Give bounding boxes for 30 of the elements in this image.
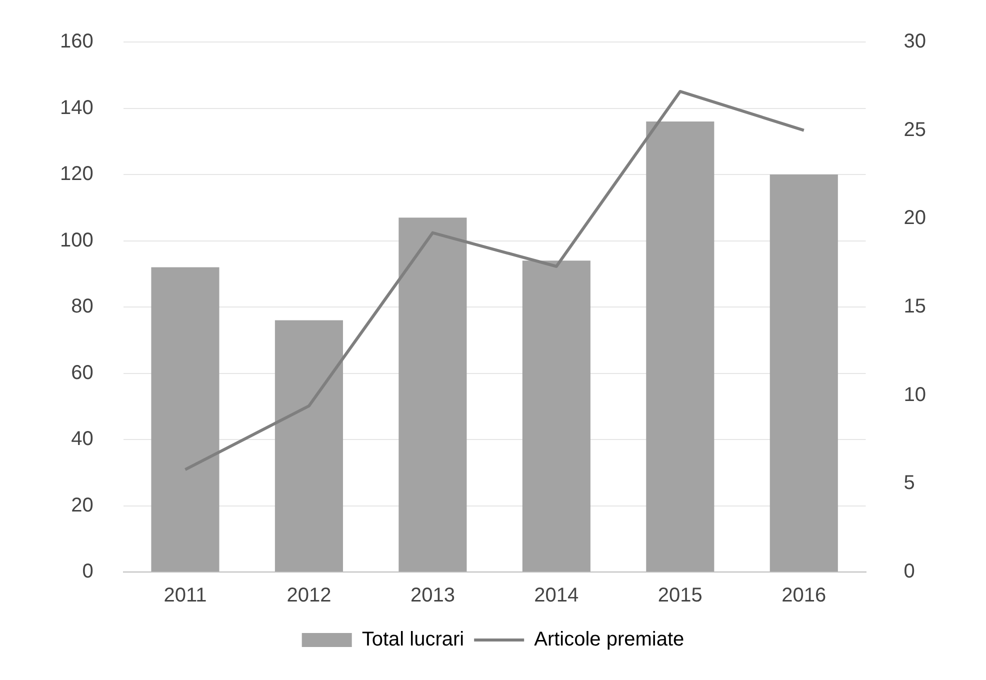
bar bbox=[770, 174, 838, 572]
bar bbox=[522, 260, 590, 572]
x-tick-label: 2016 bbox=[782, 584, 826, 607]
y2-tick-label: 25 bbox=[904, 118, 926, 141]
y-tick-label: 80 bbox=[71, 296, 94, 318]
y2-tick-label: 30 bbox=[904, 30, 926, 53]
x-tick-label: 2012 bbox=[286, 584, 332, 607]
y2-tick-label: 5 bbox=[904, 472, 915, 494]
y-tick-label: 160 bbox=[60, 30, 94, 53]
y-tick-label: 60 bbox=[71, 362, 94, 384]
y2-tick-label: 10 bbox=[904, 384, 926, 406]
legend-label: Total lucrari bbox=[362, 628, 464, 651]
y-tick-label: 120 bbox=[60, 163, 94, 186]
y-tick-label: 40 bbox=[71, 428, 94, 450]
x-tick-label: 2015 bbox=[658, 584, 702, 607]
x-tick-label: 2014 bbox=[534, 584, 579, 607]
y2-tick-label: 15 bbox=[904, 296, 926, 318]
y-tick-label: 20 bbox=[71, 494, 94, 516]
bar bbox=[274, 320, 343, 572]
y2-tick-label: 0 bbox=[904, 560, 915, 583]
bar bbox=[398, 218, 467, 572]
bar bbox=[151, 267, 220, 572]
y2-tick-label: 20 bbox=[904, 207, 926, 230]
legend-label: Articole premiate bbox=[534, 628, 684, 651]
y-tick-label: 100 bbox=[60, 229, 94, 252]
x-tick-label: 2013 bbox=[410, 584, 455, 607]
bar bbox=[646, 122, 714, 572]
x-tick-label: 2011 bbox=[164, 584, 207, 607]
y-tick-label: 140 bbox=[60, 96, 94, 119]
y-tick-label: 0 bbox=[82, 560, 94, 583]
